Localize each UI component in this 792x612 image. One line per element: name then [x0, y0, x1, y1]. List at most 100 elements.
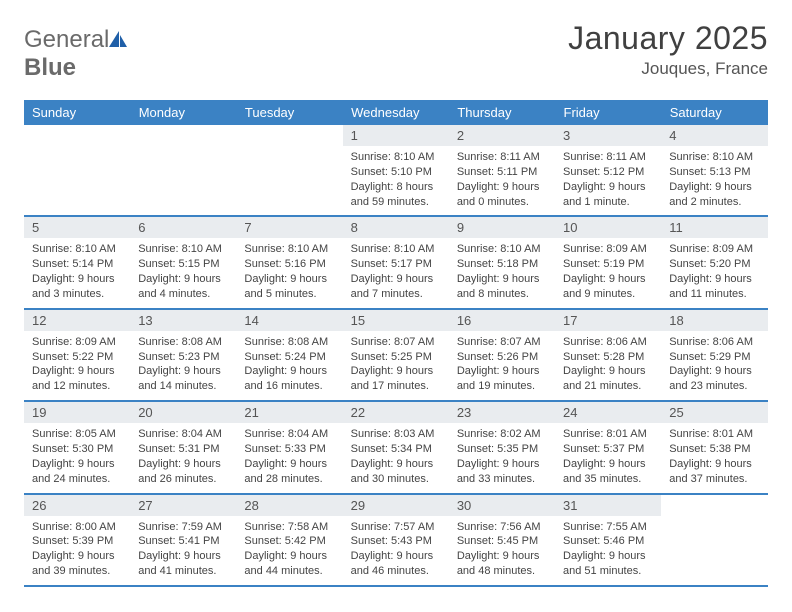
day-info: Sunrise: 8:11 AMSunset: 5:11 PMDaylight:…	[449, 146, 555, 215]
day-info: Sunrise: 8:10 AMSunset: 5:17 PMDaylight:…	[343, 238, 449, 307]
day-number: 16	[449, 310, 555, 331]
sunrise-text: Sunrise: 7:56 AM	[457, 520, 547, 535]
daylight-text: Daylight: 9 hours and 41 minutes.	[138, 549, 228, 579]
sunset-text: Sunset: 5:33 PM	[244, 442, 334, 457]
sunset-text: Sunset: 5:30 PM	[32, 442, 122, 457]
daylight-text: Daylight: 9 hours and 35 minutes.	[563, 457, 653, 487]
sunrise-text: Sunrise: 8:10 AM	[669, 150, 759, 165]
calendar-cell: 24Sunrise: 8:01 AMSunset: 5:37 PMDayligh…	[555, 401, 661, 493]
calendar-body: ......1Sunrise: 8:10 AMSunset: 5:10 PMDa…	[24, 125, 768, 586]
sunrise-text: Sunrise: 8:06 AM	[669, 335, 759, 350]
day-number: 26	[24, 495, 130, 516]
daylight-text: Daylight: 9 hours and 17 minutes.	[351, 364, 441, 394]
daylight-text: Daylight: 9 hours and 28 minutes.	[244, 457, 334, 487]
sunset-text: Sunset: 5:11 PM	[457, 165, 547, 180]
sunset-text: Sunset: 5:31 PM	[138, 442, 228, 457]
day-info: Sunrise: 8:01 AMSunset: 5:38 PMDaylight:…	[661, 423, 767, 492]
sunset-text: Sunset: 5:25 PM	[351, 350, 441, 365]
calendar-cell: 6Sunrise: 8:10 AMSunset: 5:15 PMDaylight…	[130, 216, 236, 308]
daylight-text: Daylight: 9 hours and 44 minutes.	[244, 549, 334, 579]
day-info: Sunrise: 7:56 AMSunset: 5:45 PMDaylight:…	[449, 516, 555, 585]
day-info: Sunrise: 7:58 AMSunset: 5:42 PMDaylight:…	[236, 516, 342, 585]
day-info: Sunrise: 8:09 AMSunset: 5:19 PMDaylight:…	[555, 238, 661, 307]
day-number: 30	[449, 495, 555, 516]
sunset-text: Sunset: 5:37 PM	[563, 442, 653, 457]
page-title: January 2025	[568, 20, 768, 57]
sunrise-text: Sunrise: 8:07 AM	[457, 335, 547, 350]
dayname-header: Tuesday	[236, 100, 342, 125]
sunrise-text: Sunrise: 8:00 AM	[32, 520, 122, 535]
sunrise-text: Sunrise: 7:57 AM	[351, 520, 441, 535]
calendar-cell: 1Sunrise: 8:10 AMSunset: 5:10 PMDaylight…	[343, 125, 449, 216]
calendar-cell: 12Sunrise: 8:09 AMSunset: 5:22 PMDayligh…	[24, 309, 130, 401]
day-info: Sunrise: 8:08 AMSunset: 5:24 PMDaylight:…	[236, 331, 342, 400]
day-info: Sunrise: 8:07 AMSunset: 5:25 PMDaylight:…	[343, 331, 449, 400]
calendar-cell: 17Sunrise: 8:06 AMSunset: 5:28 PMDayligh…	[555, 309, 661, 401]
day-info: Sunrise: 8:07 AMSunset: 5:26 PMDaylight:…	[449, 331, 555, 400]
dayname-header: Friday	[555, 100, 661, 125]
calendar-cell: 8Sunrise: 8:10 AMSunset: 5:17 PMDaylight…	[343, 216, 449, 308]
sunset-text: Sunset: 5:14 PM	[32, 257, 122, 272]
calendar-cell: 7Sunrise: 8:10 AMSunset: 5:16 PMDaylight…	[236, 216, 342, 308]
calendar-cell: 27Sunrise: 7:59 AMSunset: 5:41 PMDayligh…	[130, 494, 236, 586]
calendar-cell: ..	[236, 125, 342, 216]
calendar-cell: 5Sunrise: 8:10 AMSunset: 5:14 PMDaylight…	[24, 216, 130, 308]
daylight-text: Daylight: 9 hours and 51 minutes.	[563, 549, 653, 579]
day-number: 13	[130, 310, 236, 331]
logo-word1: General	[24, 26, 109, 53]
calendar-cell: 23Sunrise: 8:02 AMSunset: 5:35 PMDayligh…	[449, 401, 555, 493]
day-number: 5	[24, 217, 130, 238]
day-number: 4	[661, 125, 767, 146]
day-number: 15	[343, 310, 449, 331]
day-info: Sunrise: 8:00 AMSunset: 5:39 PMDaylight:…	[24, 516, 130, 585]
sunrise-text: Sunrise: 8:01 AM	[669, 427, 759, 442]
day-number: 6	[130, 217, 236, 238]
sunrise-text: Sunrise: 8:11 AM	[457, 150, 547, 165]
day-number: 11	[661, 217, 767, 238]
sunrise-text: Sunrise: 8:10 AM	[138, 242, 228, 257]
sunrise-text: Sunrise: 8:02 AM	[457, 427, 547, 442]
sunset-text: Sunset: 5:23 PM	[138, 350, 228, 365]
daylight-text: Daylight: 9 hours and 5 minutes.	[244, 272, 334, 302]
daylight-text: Daylight: 9 hours and 19 minutes.	[457, 364, 547, 394]
day-info: Sunrise: 8:02 AMSunset: 5:35 PMDaylight:…	[449, 423, 555, 492]
calendar-cell: 20Sunrise: 8:04 AMSunset: 5:31 PMDayligh…	[130, 401, 236, 493]
day-info: Sunrise: 8:06 AMSunset: 5:29 PMDaylight:…	[661, 331, 767, 400]
day-info: Sunrise: 8:09 AMSunset: 5:22 PMDaylight:…	[24, 331, 130, 400]
day-info: Sunrise: 7:57 AMSunset: 5:43 PMDaylight:…	[343, 516, 449, 585]
day-info: Sunrise: 8:05 AMSunset: 5:30 PMDaylight:…	[24, 423, 130, 492]
day-info: Sunrise: 8:04 AMSunset: 5:31 PMDaylight:…	[130, 423, 236, 492]
sunrise-text: Sunrise: 8:10 AM	[351, 150, 441, 165]
day-info: Sunrise: 8:09 AMSunset: 5:20 PMDaylight:…	[661, 238, 767, 307]
day-info: Sunrise: 8:01 AMSunset: 5:37 PMDaylight:…	[555, 423, 661, 492]
calendar-cell: 15Sunrise: 8:07 AMSunset: 5:25 PMDayligh…	[343, 309, 449, 401]
sunset-text: Sunset: 5:39 PM	[32, 534, 122, 549]
sunrise-text: Sunrise: 8:09 AM	[669, 242, 759, 257]
day-number: 20	[130, 402, 236, 423]
sunset-text: Sunset: 5:43 PM	[351, 534, 441, 549]
daylight-text: Daylight: 9 hours and 37 minutes.	[669, 457, 759, 487]
sunrise-text: Sunrise: 8:10 AM	[457, 242, 547, 257]
sunrise-text: Sunrise: 8:10 AM	[32, 242, 122, 257]
sunset-text: Sunset: 5:17 PM	[351, 257, 441, 272]
day-number: 29	[343, 495, 449, 516]
calendar-cell: 9Sunrise: 8:10 AMSunset: 5:18 PMDaylight…	[449, 216, 555, 308]
day-number: 1	[343, 125, 449, 146]
day-number: 2	[449, 125, 555, 146]
sunrise-text: Sunrise: 8:10 AM	[351, 242, 441, 257]
sunset-text: Sunset: 5:38 PM	[669, 442, 759, 457]
daylight-text: Daylight: 9 hours and 9 minutes.	[563, 272, 653, 302]
daylight-text: Daylight: 9 hours and 33 minutes.	[457, 457, 547, 487]
page-subtitle: Jouques, France	[568, 59, 768, 79]
daylight-text: Daylight: 9 hours and 0 minutes.	[457, 180, 547, 210]
sunset-text: Sunset: 5:19 PM	[563, 257, 653, 272]
calendar-week: ......1Sunrise: 8:10 AMSunset: 5:10 PMDa…	[24, 125, 768, 216]
sunset-text: Sunset: 5:45 PM	[457, 534, 547, 549]
calendar-cell: 30Sunrise: 7:56 AMSunset: 5:45 PMDayligh…	[449, 494, 555, 586]
sunrise-text: Sunrise: 8:07 AM	[351, 335, 441, 350]
sunset-text: Sunset: 5:46 PM	[563, 534, 653, 549]
day-info: Sunrise: 8:06 AMSunset: 5:28 PMDaylight:…	[555, 331, 661, 400]
calendar-week: 26Sunrise: 8:00 AMSunset: 5:39 PMDayligh…	[24, 494, 768, 586]
calendar-cell: 28Sunrise: 7:58 AMSunset: 5:42 PMDayligh…	[236, 494, 342, 586]
dayname-header: Saturday	[661, 100, 767, 125]
